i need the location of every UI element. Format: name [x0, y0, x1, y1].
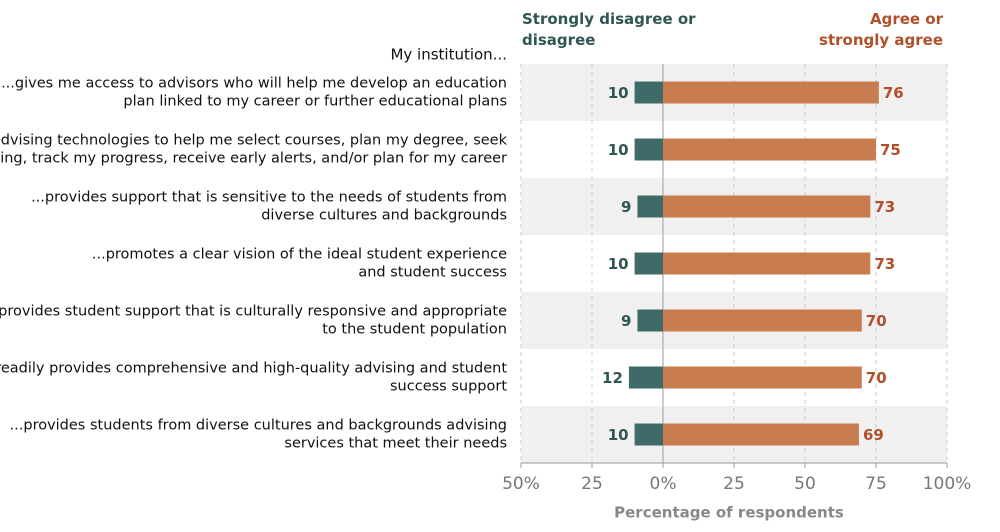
bar-disagree [634, 423, 663, 446]
x-tick-label: 50 [794, 474, 816, 494]
bar-agree [663, 423, 859, 446]
value-label: 73 [874, 198, 895, 216]
x-tick-label: 75 [865, 474, 887, 494]
x-tick-label: 25 [723, 474, 745, 494]
category-label: ...gives me access to advisors who will … [1, 76, 507, 92]
bar-disagree [634, 81, 663, 104]
value-label: 10 [608, 426, 629, 444]
bar-disagree [637, 309, 663, 332]
category-label: coaching, track my progress, receive ear… [0, 151, 507, 167]
legend-right: Agree or strongly agree [819, 10, 943, 49]
value-label: 76 [883, 84, 904, 102]
category-label: and student success [358, 265, 507, 281]
category-label: diverse cultures and backgrounds [261, 208, 507, 224]
x-tick-label: 100% [923, 474, 972, 494]
value-label: 69 [863, 426, 884, 444]
x-tick-label: 50% [502, 474, 540, 494]
category-label: to the student population [322, 322, 507, 338]
value-label: 10 [608, 84, 629, 102]
legend-left: Strongly disagree or disagree [522, 10, 696, 49]
bar-agree [663, 252, 871, 275]
category-label: ...provides support that is sensitive to… [31, 190, 507, 206]
bar-disagree [634, 252, 663, 275]
value-label: 70 [866, 369, 887, 387]
bar-agree [663, 366, 862, 389]
bar-agree [663, 138, 876, 161]
category-label: ...provides students from diverse cultur… [10, 418, 507, 434]
value-label: 10 [608, 141, 629, 159]
value-label: 70 [866, 312, 887, 330]
category-label: success support [390, 379, 507, 395]
bar-disagree [637, 195, 663, 218]
bar-agree [663, 195, 871, 218]
bar-agree [663, 309, 862, 332]
bar-disagree [634, 138, 663, 161]
bar-agree [663, 81, 879, 104]
category-label: ...readily provides comprehensive and hi… [0, 361, 507, 377]
category-label: ...uses advising technologies to help me… [0, 133, 508, 149]
value-label: 10 [608, 255, 629, 273]
row-header: My institution... [390, 46, 507, 64]
value-label: 12 [602, 369, 623, 387]
value-label: 9 [621, 198, 631, 216]
x-tick-label: 0% [650, 474, 677, 494]
bar-disagree [628, 366, 663, 389]
category-label: ...promotes a clear vision of the ideal … [92, 247, 507, 263]
value-label: 73 [874, 255, 895, 273]
category-label: plan linked to my career or further educ… [123, 94, 507, 110]
category-label: services that meet their needs [284, 436, 507, 452]
x-axis-title: Percentage of respondents [614, 504, 844, 522]
x-tick-label: 25 [581, 474, 603, 494]
value-label: 9 [621, 312, 631, 330]
category-label: ...provides student support that is cult… [0, 304, 507, 320]
value-label: 75 [880, 141, 901, 159]
